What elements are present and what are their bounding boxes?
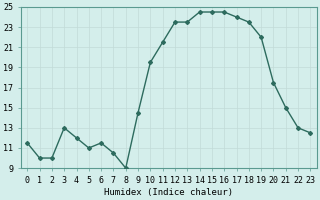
X-axis label: Humidex (Indice chaleur): Humidex (Indice chaleur) — [104, 188, 233, 197]
